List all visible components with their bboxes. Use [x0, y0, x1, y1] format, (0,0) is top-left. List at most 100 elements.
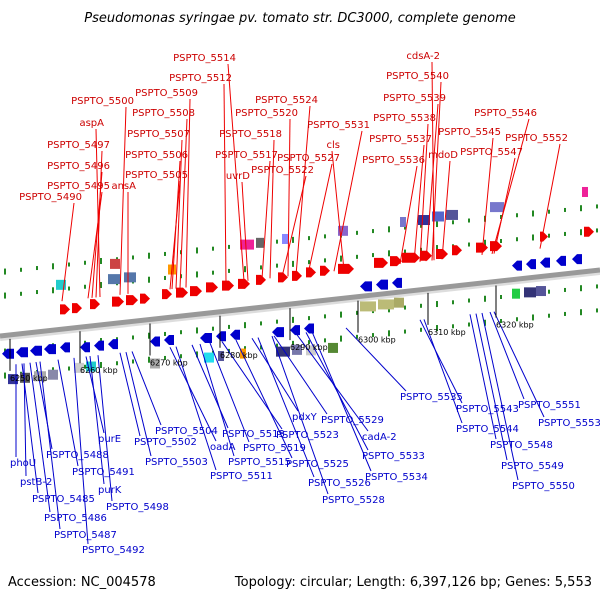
track-dot [228, 244, 230, 249]
track-dot [4, 292, 6, 299]
reverse-gene-arrow [272, 327, 284, 338]
track-dot [276, 239, 278, 244]
track-dot [356, 334, 358, 339]
track-dot [356, 310, 358, 315]
reverse-gene-label: PSPTO_5511 [210, 471, 273, 482]
forward-gene-arrow [320, 265, 330, 276]
track-dot [52, 287, 54, 294]
track-dot [196, 271, 198, 278]
track-dot [596, 308, 598, 313]
reverse-gene-arrow [526, 259, 536, 270]
track-dot [532, 234, 534, 241]
reverse-gene-label: PSPTO_5533 [362, 451, 425, 462]
reverse-leader-line [175, 346, 217, 471]
reverse-gene-label: PSPTO_5498 [106, 502, 169, 513]
forward-leader-line [419, 123, 429, 262]
track-dot [148, 252, 150, 259]
track-dot [532, 314, 534, 321]
reverse-leader-line [221, 341, 283, 430]
reverse-gene-label: PSPTO_5529 [321, 415, 384, 426]
reverse-leader-line [29, 362, 51, 513]
track-dot [436, 245, 438, 252]
reverse-gene-label: PSPTO_5492 [82, 545, 145, 556]
track-dot [372, 229, 374, 234]
track-dot [388, 330, 390, 337]
reverse-gene-label: PSPTO_5515 [228, 457, 291, 468]
forward-leader-line [227, 63, 245, 282]
track-dot [100, 258, 102, 264]
track-dot [580, 309, 582, 316]
track-dot [580, 285, 582, 292]
track-dot [228, 324, 230, 329]
forward-gene-label: PSPTO_5524 [255, 95, 318, 106]
forward-gene-arrow [374, 257, 388, 268]
forward-gene-label: PSPTO_5509 [135, 88, 198, 99]
gene-category-box [282, 233, 288, 244]
reverse-gene-arrow [392, 277, 402, 288]
track-dot [132, 335, 134, 340]
reverse-gene-arrow [216, 331, 226, 342]
forward-leader-line [281, 175, 307, 278]
gene-category-box [524, 287, 536, 298]
gene-category-box [20, 372, 30, 383]
reverse-gene-label: PSPTO_5519 [243, 443, 306, 454]
reverse-gene-label: PSPTO_5502 [134, 437, 197, 448]
reverse-gene-arrow [2, 348, 14, 359]
reverse-gene-label: PSPTO_5503 [145, 457, 208, 468]
track-dot [324, 314, 326, 319]
forward-gene-label: PSPTO_5522 [251, 165, 314, 176]
reverse-gene-arrow [572, 254, 582, 265]
genome-backbone [0, 267, 600, 341]
forward-gene-label: PSPTO_5505 [125, 170, 188, 181]
track-dot [404, 225, 406, 230]
track-dot [564, 231, 566, 236]
forward-leader-line [287, 118, 291, 277]
forward-leader-line [333, 130, 363, 272]
track-dot [452, 220, 454, 225]
gene-category-box [124, 272, 136, 283]
reverse-gene-arrow [60, 342, 70, 353]
forward-gene-label: PSPTO_5508 [132, 108, 195, 119]
track-dot [596, 204, 598, 209]
track-dot [388, 226, 390, 233]
track-dot [260, 321, 262, 326]
forward-leader-line [295, 105, 311, 276]
forward-gene-label: PSPTO_5527 [277, 153, 340, 164]
track-dot [20, 291, 22, 296]
gene-category-box [306, 345, 316, 356]
track-dot [324, 338, 326, 343]
gene-category-box [536, 286, 546, 297]
forward-gene-label: PSPTO_5520 [235, 108, 298, 119]
reverse-gene-label: phoU [10, 458, 36, 469]
forward-gene-label: PSPTO_5512 [169, 73, 232, 84]
forward-gene-label: PSPTO_5536 [362, 155, 425, 166]
backbone-line [0, 267, 600, 339]
reverse-leader-line [423, 319, 463, 424]
track-dot [436, 325, 438, 332]
forward-leader-line [399, 165, 418, 265]
track-dot [4, 372, 6, 379]
track-dot [276, 319, 278, 324]
reverse-leader-line [131, 351, 162, 426]
forward-leader-line [61, 202, 75, 302]
track-dot [244, 266, 246, 273]
track-dot [100, 282, 102, 288]
forward-leader-line [95, 128, 101, 298]
forward-leader-line [413, 144, 425, 263]
track-dot [68, 366, 70, 371]
gene-category-box [8, 374, 18, 385]
track-dot [4, 268, 6, 275]
forward-leader-line [331, 150, 345, 271]
reverse-leader-line [273, 335, 328, 415]
track-dot [276, 343, 278, 348]
reverse-gene-arrow [30, 345, 42, 356]
track-dot [308, 316, 310, 321]
track-dot [420, 327, 422, 332]
gene-category-box [240, 239, 254, 250]
reverse-leader-line [73, 357, 89, 545]
forward-gene-label: PSPTO_5517 [215, 150, 278, 161]
reverse-gene-label: PSPTO_5528 [322, 495, 385, 506]
reverse-gene-label: PSPTO_5543 [456, 404, 519, 415]
tick-label: 6250 kbp [10, 374, 48, 383]
track-dot [148, 276, 150, 283]
